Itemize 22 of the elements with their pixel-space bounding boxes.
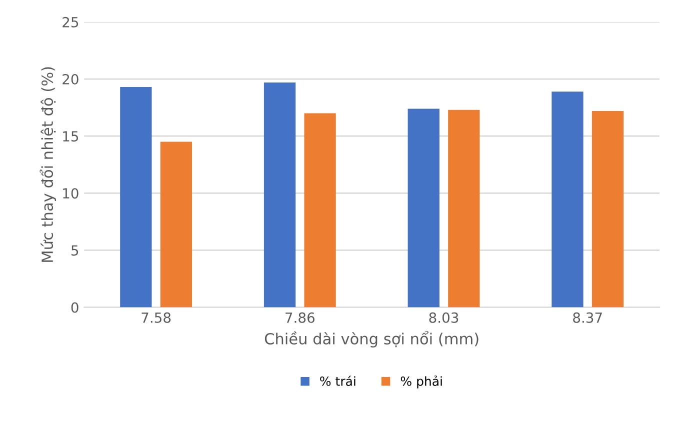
bar [592, 110, 624, 308]
x-tick-label: 7.58 [142, 312, 171, 323]
legend-label: % trái [320, 376, 356, 386]
bar [120, 87, 152, 308]
bar [408, 108, 440, 308]
bar [448, 110, 480, 308]
y-tick-label: 10 [63, 188, 78, 199]
x-tick-label: 7.86 [286, 312, 314, 323]
y-tick-label: 5 [72, 245, 78, 256]
y-axis-title: Mức thay đổi nhiệt độ (%) [40, 67, 56, 262]
bar [304, 113, 336, 308]
y-tick-label: 20 [62, 74, 78, 84]
bar [264, 82, 296, 308]
bar [160, 142, 192, 308]
y-tick-label: 25 [62, 16, 78, 28]
x-tick-label: 8.37 [573, 312, 602, 323]
legend-label: % phải [400, 376, 442, 388]
x-axis-title: Chiều dài vòng sợi nổi (mm) [264, 331, 478, 348]
x-tick-label: 8.03 [429, 312, 458, 323]
bar [552, 92, 584, 308]
y-tick-label: 0 [71, 302, 78, 313]
y-tick-label: 15 [63, 131, 78, 142]
